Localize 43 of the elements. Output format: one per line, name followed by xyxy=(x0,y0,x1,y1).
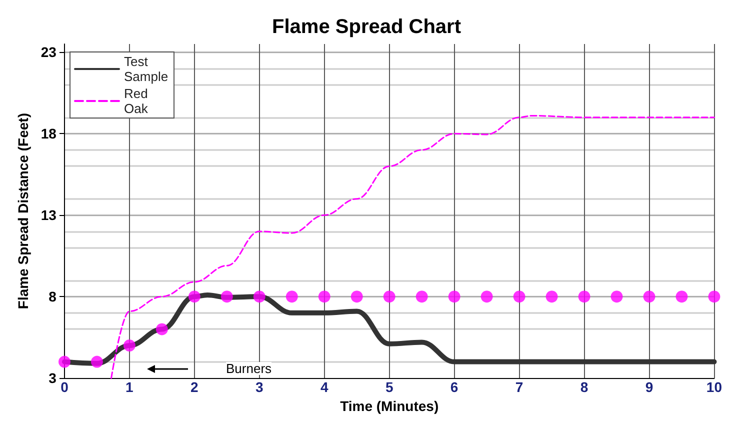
y-axis-title: Flame Spread Distance (Feet) xyxy=(15,113,31,310)
point xyxy=(643,290,656,303)
x-tick-label: 10 xyxy=(706,379,722,396)
x-tick-label: 1 xyxy=(126,379,134,396)
point xyxy=(578,290,590,303)
legend-label: Red Oak xyxy=(124,86,152,116)
point xyxy=(610,290,623,303)
point xyxy=(123,340,136,352)
x-axis-title: Time (Minutes) xyxy=(340,398,439,414)
point xyxy=(286,290,298,303)
x-tick-label: 9 xyxy=(645,379,654,396)
chart-title: Flame Spread Chart xyxy=(272,16,462,38)
x-tick-label: 3 xyxy=(255,379,264,396)
point xyxy=(513,290,526,303)
x-tick-label: 5 xyxy=(385,379,394,396)
point xyxy=(156,323,168,336)
x-tick-label: 4 xyxy=(320,379,328,396)
point xyxy=(90,356,103,368)
point xyxy=(448,290,460,303)
y-tick-label: 13 xyxy=(40,207,57,224)
x-tick-label: 0 xyxy=(60,379,69,396)
x-tick-label: 7 xyxy=(515,379,524,396)
point xyxy=(318,290,330,303)
point xyxy=(480,290,493,303)
y-tick-label: 23 xyxy=(40,44,57,60)
legend-label: Test Sample xyxy=(124,54,168,84)
point xyxy=(253,290,266,303)
point xyxy=(383,290,396,303)
y-tick-label: 8 xyxy=(48,288,57,305)
point xyxy=(220,290,233,303)
point xyxy=(188,290,200,303)
point xyxy=(416,290,428,303)
y-tick-label: 18 xyxy=(40,126,57,142)
x-tick-label: 6 xyxy=(450,379,458,396)
point xyxy=(676,290,688,303)
point xyxy=(350,290,363,303)
annotation: Burners xyxy=(226,361,272,376)
point xyxy=(708,290,720,303)
point xyxy=(58,356,70,368)
x-tick-label: 2 xyxy=(190,379,199,396)
line-series xyxy=(110,114,715,379)
point xyxy=(546,290,558,303)
x-tick-label: 8 xyxy=(580,379,588,396)
